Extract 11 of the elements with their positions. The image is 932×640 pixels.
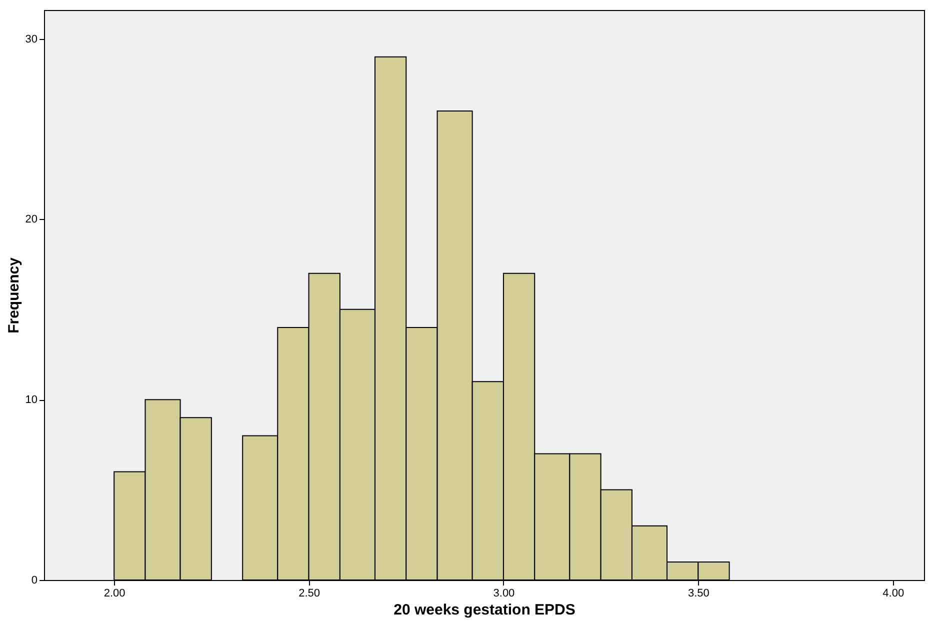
x-tick-label: 4.00 — [882, 588, 904, 600]
x-tick-label: 2.00 — [104, 588, 126, 600]
y-tick-label: 20 — [25, 214, 38, 226]
y-tick-label: 0 — [31, 574, 38, 586]
x-tick-label: 2.50 — [298, 588, 320, 600]
y-tick-label: 30 — [25, 33, 38, 46]
y-tick-label: 10 — [25, 394, 38, 406]
y-axis-title: Frequency — [5, 256, 22, 334]
x-tick-label: 3.00 — [493, 588, 515, 600]
x-axis-title: 20 weeks gestation EPDS — [394, 602, 576, 618]
x-tick-label: 3.50 — [688, 588, 710, 600]
